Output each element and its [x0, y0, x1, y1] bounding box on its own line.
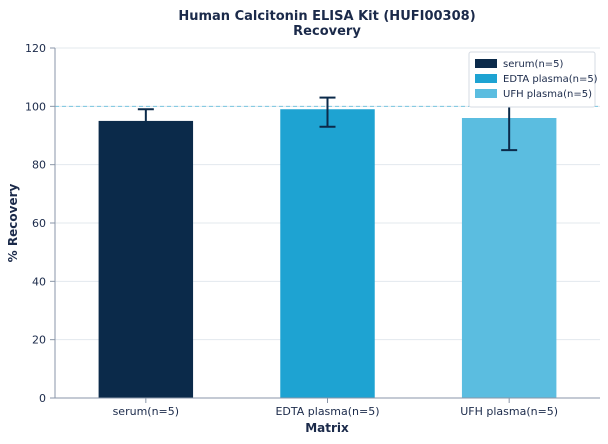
y-tick-label: 0: [39, 392, 46, 405]
x-tick-label: serum(n=5): [113, 405, 179, 418]
x-tick-label: EDTA plasma(n=5): [275, 405, 379, 418]
chart-title: Human Calcitonin ELISA Kit (HUFI00308): [178, 9, 475, 24]
chart-subtitle: Recovery: [293, 24, 361, 39]
y-tick-label: 100: [25, 100, 46, 113]
bar-1: [280, 109, 375, 398]
y-tick-label: 80: [32, 159, 46, 172]
legend-label: serum(n=5): [503, 59, 564, 70]
legend-swatch-0: [475, 59, 497, 68]
bar-0: [98, 120, 194, 399]
legend-swatch-1: [475, 74, 497, 83]
axes: [50, 47, 600, 403]
bar-2: [461, 118, 557, 398]
legend-label: EDTA plasma(n=5): [503, 74, 598, 85]
legend: serum(n=5) EDTA plasma(n=5) UFH plasma(n=5…: [468, 51, 598, 108]
x-tick-labels: serum(n=5) EDTA plasma(n=5) UFH plasma(n=5…: [113, 405, 559, 418]
legend-swatch-2: [475, 89, 497, 98]
bars: [98, 109, 557, 399]
legend-label: UFH plasma(n=5): [503, 89, 592, 100]
x-axis-label: Matrix: [305, 421, 349, 435]
y-tick-label: 60: [32, 217, 46, 230]
y-axis-label: % Recovery: [6, 184, 20, 263]
y-tick-label: 20: [32, 334, 46, 347]
x-tick-label: UFH plasma(n=5): [460, 405, 558, 418]
y-tick-label: 120: [25, 42, 46, 55]
legend-box: [468, 51, 596, 108]
y-tick-label: 40: [32, 275, 46, 288]
y-tick-labels: 0 20 40 60 80 100 120: [25, 42, 46, 405]
